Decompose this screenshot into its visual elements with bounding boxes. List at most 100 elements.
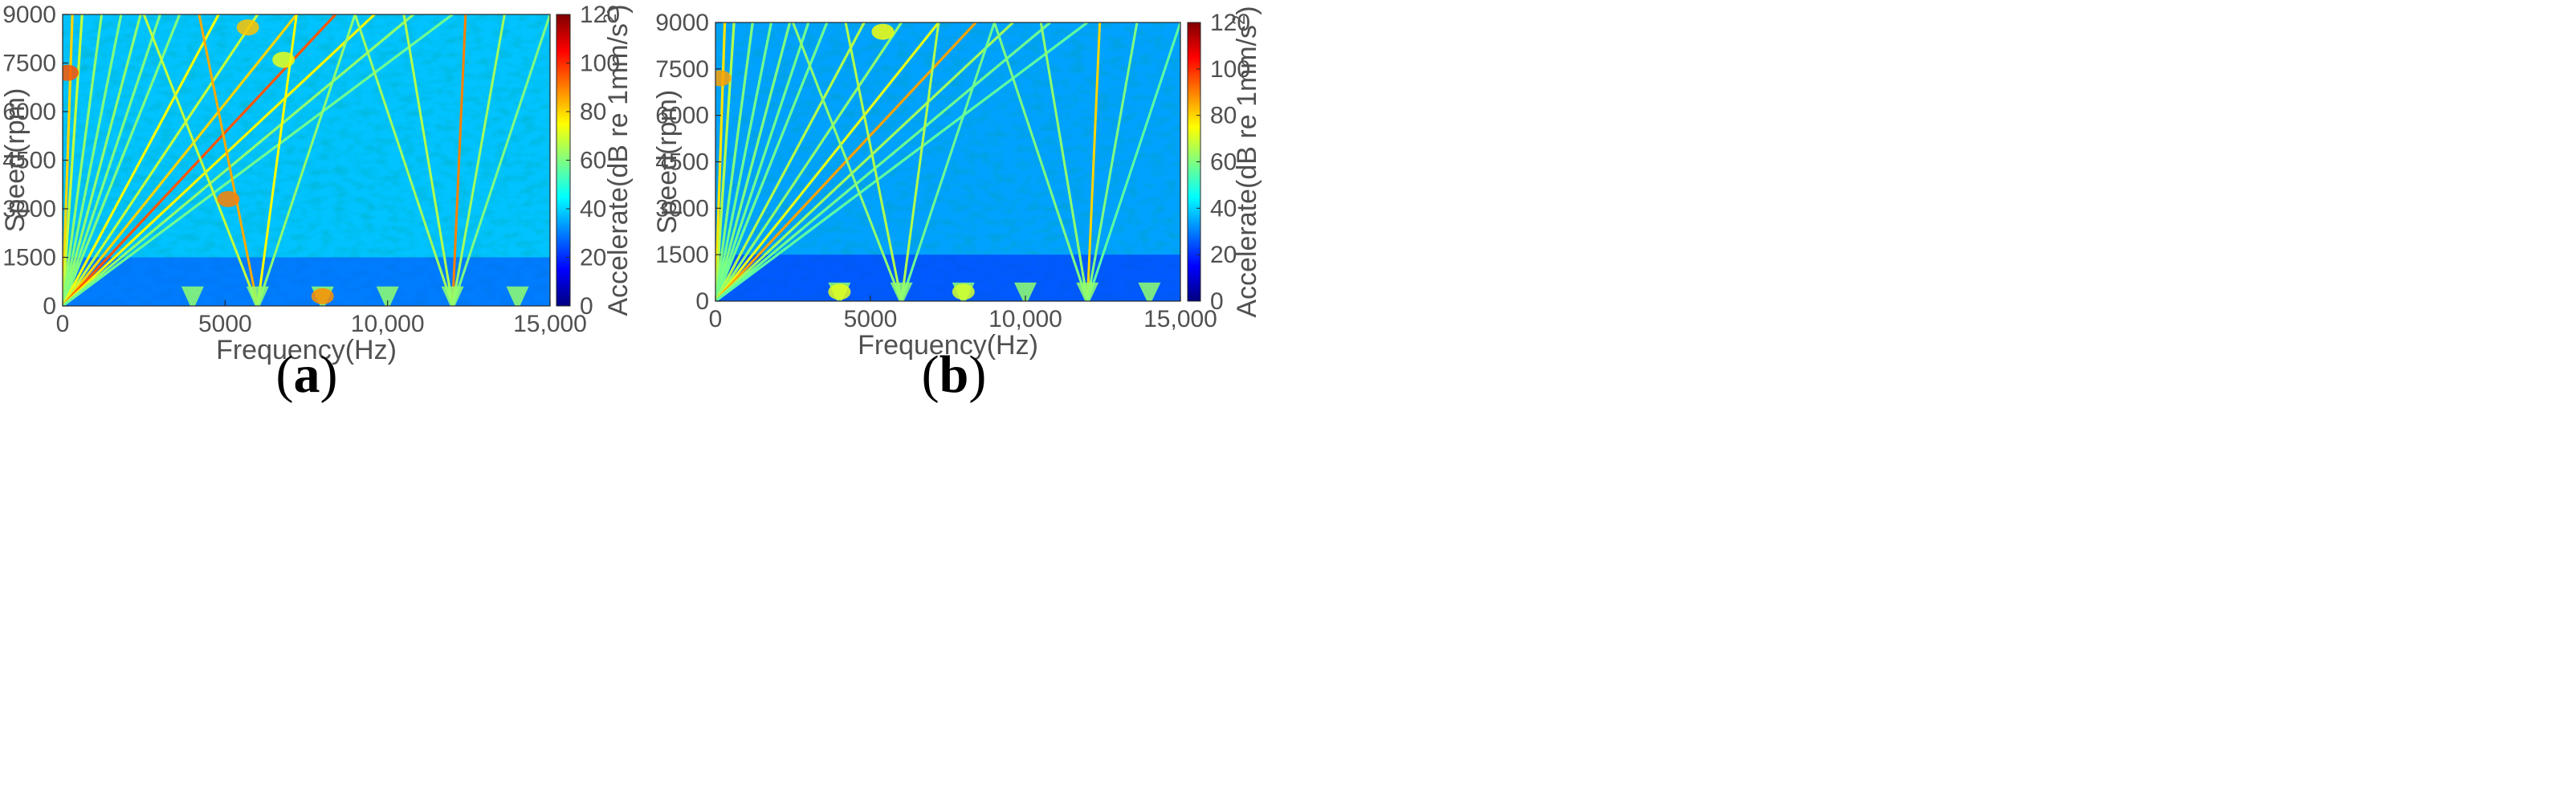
x-tick-label: 10,000 xyxy=(351,311,425,337)
hotspot xyxy=(871,23,895,40)
low-speed-band xyxy=(715,255,1180,301)
colorbar-tick-label: 40 xyxy=(1210,195,1237,222)
colorbar-tick-label: 60 xyxy=(580,148,606,174)
colorbar-tick-label: 120 xyxy=(580,2,620,28)
panel-caption: (b) xyxy=(922,345,987,404)
order-line xyxy=(715,22,1089,301)
colorbar-tick-label: 0 xyxy=(580,293,593,320)
order-line xyxy=(715,22,903,301)
carrier-marker xyxy=(441,286,464,306)
hotspot xyxy=(63,64,79,81)
x-tick-label: 0 xyxy=(56,311,70,337)
y-tick-label: 7500 xyxy=(655,56,709,83)
order-line xyxy=(63,14,259,306)
y-tick-label: 0 xyxy=(43,293,56,320)
caption-letter: a xyxy=(294,345,320,404)
sideband-line xyxy=(451,14,506,306)
order-line xyxy=(63,14,454,306)
sideband-line xyxy=(1039,22,1089,301)
colorbar-label-close: ) xyxy=(603,4,634,13)
order-line xyxy=(715,22,773,301)
y-tick-label: 1500 xyxy=(2,245,56,271)
hotspot xyxy=(952,283,975,300)
carrier-marker xyxy=(1014,282,1037,301)
colorbar-tick-label: 20 xyxy=(580,245,606,271)
colorbar-label-close: ) xyxy=(1232,6,1262,14)
sideband-line xyxy=(1086,22,1139,301)
hotspot xyxy=(236,19,259,36)
y-tick-label: 9000 xyxy=(2,2,56,28)
sideband-line xyxy=(844,22,903,301)
sideband-line xyxy=(792,22,903,301)
x-tick-label: 15,000 xyxy=(1143,306,1217,332)
colorbar-tick-label: 20 xyxy=(1210,242,1237,268)
caption-close: ) xyxy=(968,345,986,404)
sideband-line xyxy=(198,14,259,306)
panel-caption: (a) xyxy=(276,345,338,404)
x-tick-label: 0 xyxy=(709,306,723,332)
sideband-line xyxy=(451,14,467,306)
spectrogram-panel-b: 0 5000 10,000 15,00001500300045006000750090… xyxy=(652,6,1262,404)
order-line xyxy=(63,14,142,306)
caption-open: ( xyxy=(276,345,294,404)
hotspot xyxy=(311,287,334,304)
y-axis-label: Speed(rpm) xyxy=(652,90,683,234)
y-tick-label: 3000 xyxy=(2,196,56,222)
order-line xyxy=(715,22,792,301)
spectrogram-b xyxy=(715,22,1180,301)
sideband-line xyxy=(900,22,996,301)
order-line xyxy=(715,22,1014,301)
order-line xyxy=(63,14,298,306)
order-line xyxy=(63,14,415,306)
order-line xyxy=(715,22,866,301)
order-line xyxy=(715,22,810,301)
y-tick-label: 1500 xyxy=(655,242,709,268)
colorbar-tick-label: 100 xyxy=(1210,56,1250,83)
hotspot xyxy=(828,283,851,300)
order-line xyxy=(715,22,940,301)
y-tick-label: 6000 xyxy=(655,103,709,129)
order-line xyxy=(63,14,376,306)
caption-letter: b xyxy=(940,345,969,404)
spectrogram-panel-a: 0 5000 10,000 15,00001500300045006000750090… xyxy=(0,2,634,404)
order-line xyxy=(63,14,181,306)
colorbar-label: Accelerate(dB re 1mm/s2) xyxy=(600,4,634,316)
order-line xyxy=(715,22,1051,301)
carrier-marker xyxy=(181,286,204,306)
x-axis-label: Frequency(Hz) xyxy=(858,330,1038,361)
colorbar-tick-label: 120 xyxy=(1210,10,1250,36)
order-line xyxy=(715,22,829,301)
caption-close: ) xyxy=(320,345,338,404)
sideband-line xyxy=(1086,22,1180,301)
low-speed-band xyxy=(63,257,550,306)
y-tick-label: 7500 xyxy=(2,51,56,77)
spectrogram-a xyxy=(63,14,550,306)
colorbar-tick-label: 80 xyxy=(1210,103,1237,129)
colorbar-tick-label: 40 xyxy=(580,196,606,222)
colorbar-tick-label: 100 xyxy=(580,51,620,77)
colorbar-label-superscript: 2 xyxy=(600,14,620,23)
colorbar-label-superscript: 2 xyxy=(1229,15,1249,25)
y-tick-label: 4500 xyxy=(655,149,709,176)
hotspot xyxy=(217,190,240,207)
sideband-line xyxy=(142,14,259,306)
x-tick-label: 5000 xyxy=(198,311,252,337)
y-tick-label: 6000 xyxy=(2,99,56,125)
sideband-line xyxy=(992,22,1089,301)
y-tick-label: 4500 xyxy=(2,148,56,174)
order-line xyxy=(63,14,123,306)
colorbar-label-text: Accelerate(dB re 1mm/s xyxy=(1232,25,1262,318)
order-line xyxy=(715,22,754,301)
y-axis-label: Speed(rpm) xyxy=(0,88,31,233)
y-tick-label: 0 xyxy=(695,288,709,315)
colorbar-tick-label: 80 xyxy=(580,99,606,125)
hotspot xyxy=(272,51,296,68)
order-line xyxy=(63,14,104,306)
x-tick-label: 15,000 xyxy=(513,311,587,337)
x-tick-label: 10,000 xyxy=(988,306,1062,332)
hotspot xyxy=(715,70,732,87)
y-tick-label: 9000 xyxy=(655,10,709,36)
colorbar-label: Accelerate(dB re 1mm/s2) xyxy=(1229,6,1262,317)
carrier-marker xyxy=(890,282,913,301)
carrier-marker xyxy=(376,286,399,306)
